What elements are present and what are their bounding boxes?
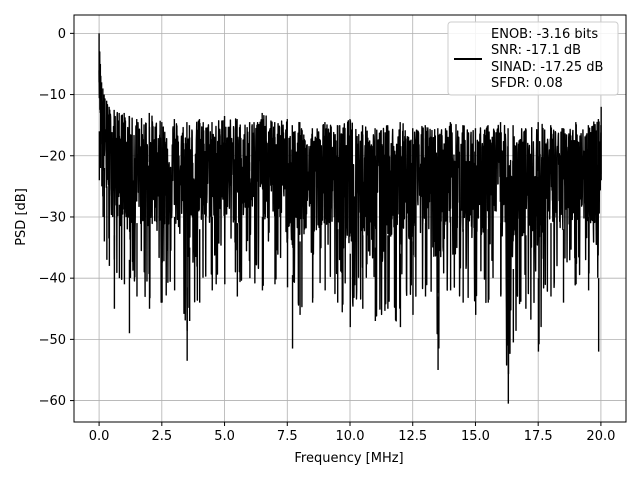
y-tick-label: −10 [39, 88, 66, 103]
x-tick-label: 7.5 [277, 429, 298, 444]
legend-entry-enob: ENOB: -3.16 bits [491, 27, 598, 42]
x-tick-label: 20.0 [586, 429, 615, 444]
y-tick-label: −60 [39, 394, 66, 409]
x-axis-ticks: 0.0 2.5 5.0 7.5 10.0 12.5 15.0 17.5 20.0 [89, 422, 615, 444]
y-tick-label: −20 [39, 149, 66, 164]
x-tick-label: 2.5 [151, 429, 172, 444]
y-axis-label: PSD [dB] [14, 188, 29, 246]
legend: ENOB: -3.16 bits SNR: -17.1 dB SINAD: -1… [447, 21, 619, 96]
y-tick-label: −30 [39, 210, 66, 225]
psd-trace [98, 51, 602, 375]
y-tick-label: −40 [39, 272, 66, 287]
y-tick-label: −50 [39, 333, 66, 348]
x-tick-label: 15.0 [461, 429, 490, 444]
series-psd [98, 33, 602, 404]
legend-box [447, 21, 619, 96]
x-tick-label: 0.0 [89, 429, 110, 444]
y-tick-label: 0 [58, 27, 66, 42]
legend-entry-snr: SNR: -17.1 dB [491, 43, 581, 58]
legend-entry-sfdr: SFDR: 0.08 [491, 76, 563, 91]
x-tick-label: 5.0 [214, 429, 235, 444]
x-tick-label: 17.5 [524, 429, 553, 444]
y-axis-ticks: 0 −10 −20 −30 −40 −50 −60 [39, 27, 74, 409]
legend-entry-sinad: SINAD: -17.25 dB [491, 60, 603, 75]
x-tick-label: 10.0 [336, 429, 365, 444]
x-tick-label: 12.5 [398, 429, 427, 444]
x-axis-label: Frequency [MHz] [294, 451, 403, 466]
